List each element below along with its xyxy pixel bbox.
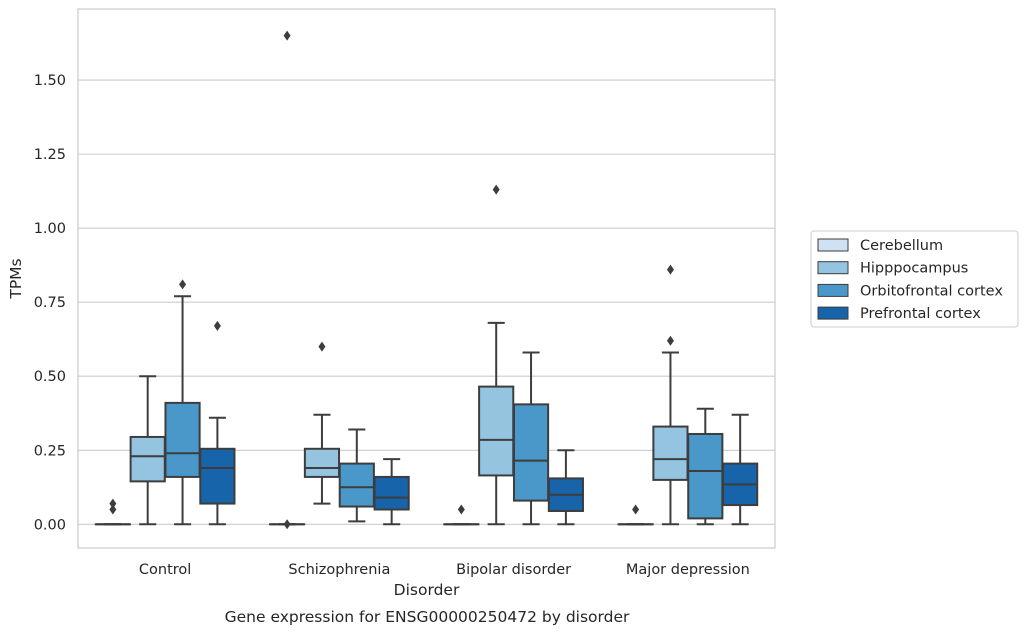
y-axis-ticks: 0.00 0.25 0.50 0.75 1.00 1.25 1.50 <box>34 73 66 533</box>
chart-caption: Gene expression for ENSG00000250472 by d… <box>225 608 630 626</box>
y-tick-label: 1.50 <box>34 73 66 89</box>
box-orbitofrontal-cortex <box>512 351 550 526</box>
box-hipppocampus <box>129 375 166 526</box>
y-tick-label: 0.75 <box>34 295 66 311</box>
x-tick-label: Bipolar disorder <box>456 562 571 578</box>
plot-area-frame <box>77 8 776 549</box>
outlier-point <box>213 320 221 331</box>
outlier-point <box>109 498 117 509</box>
box-plots <box>94 30 759 530</box>
y-tick-label: 0.00 <box>34 517 66 533</box>
legend-frame <box>810 230 1019 328</box>
outlier-point <box>109 504 117 515</box>
legend-swatch <box>817 283 849 297</box>
box-cerebellum <box>443 504 480 526</box>
x-axis-ticks: Control Schizophrenia Bipolar disorder Majo… <box>139 562 750 578</box>
y-tick-label: 0.25 <box>34 443 66 459</box>
y-axis-label: TPMs <box>7 258 25 299</box>
box-orbitofrontal-cortex <box>164 279 201 526</box>
y-tick-label: 1.25 <box>34 147 66 163</box>
box-iqr <box>373 475 410 511</box>
outlier-point <box>666 264 674 275</box>
box-iqr <box>478 385 515 477</box>
legend-swatch <box>817 261 849 275</box>
box-prefrontal-cortex <box>722 413 759 526</box>
box-iqr <box>687 432 724 520</box>
box-cerebellum <box>617 504 654 526</box>
legend-swatch <box>817 238 849 252</box>
outlier-point <box>318 341 326 352</box>
box-hipppocampus <box>303 341 341 505</box>
x-tick-label: Control <box>139 562 191 578</box>
box-iqr <box>652 425 689 481</box>
box-iqr <box>199 447 236 505</box>
outlier-point <box>666 335 674 346</box>
x-axis-label: Disorder <box>394 581 460 599</box>
x-tick-label: Major depression <box>626 562 750 578</box>
legend-label: Hipppocampus <box>860 261 968 277</box>
outlier-point <box>632 504 640 515</box>
box-iqr <box>164 401 201 478</box>
box-hipppocampus <box>652 264 689 526</box>
box-prefrontal-cortex <box>199 320 236 526</box>
box-iqr <box>512 403 550 502</box>
box-orbitofrontal-cortex <box>338 428 375 523</box>
legend-label: Cerebellum <box>860 238 943 254</box>
box-iqr <box>129 435 166 483</box>
box-cerebellum <box>94 498 131 526</box>
box-iqr <box>303 447 341 478</box>
box-cerebellum <box>269 30 306 530</box>
legend-swatch <box>817 306 849 320</box>
box-prefrontal-cortex <box>547 449 584 526</box>
legend-label: Prefrontal cortex <box>860 306 981 322</box>
outlier-point <box>457 504 465 515</box>
outlier-point <box>283 30 291 41</box>
outlier-point <box>179 279 187 290</box>
box-orbitofrontal-cortex <box>687 407 724 526</box>
y-tick-label: 0.50 <box>34 369 66 385</box>
x-tick-label: Schizophrenia <box>288 562 390 578</box>
box-hipppocampus <box>478 184 515 526</box>
legend-label: Orbitofrontal cortex <box>860 283 1003 299</box>
outlier-point <box>492 184 500 195</box>
y-tick-label: 1.00 <box>34 221 66 237</box>
box-prefrontal-cortex <box>373 458 410 526</box>
box-iqr <box>338 462 375 508</box>
outlier-point <box>283 519 291 530</box>
legend: Cerebellum Hipppocampus Orbitofrontal cort… <box>810 230 1019 328</box>
